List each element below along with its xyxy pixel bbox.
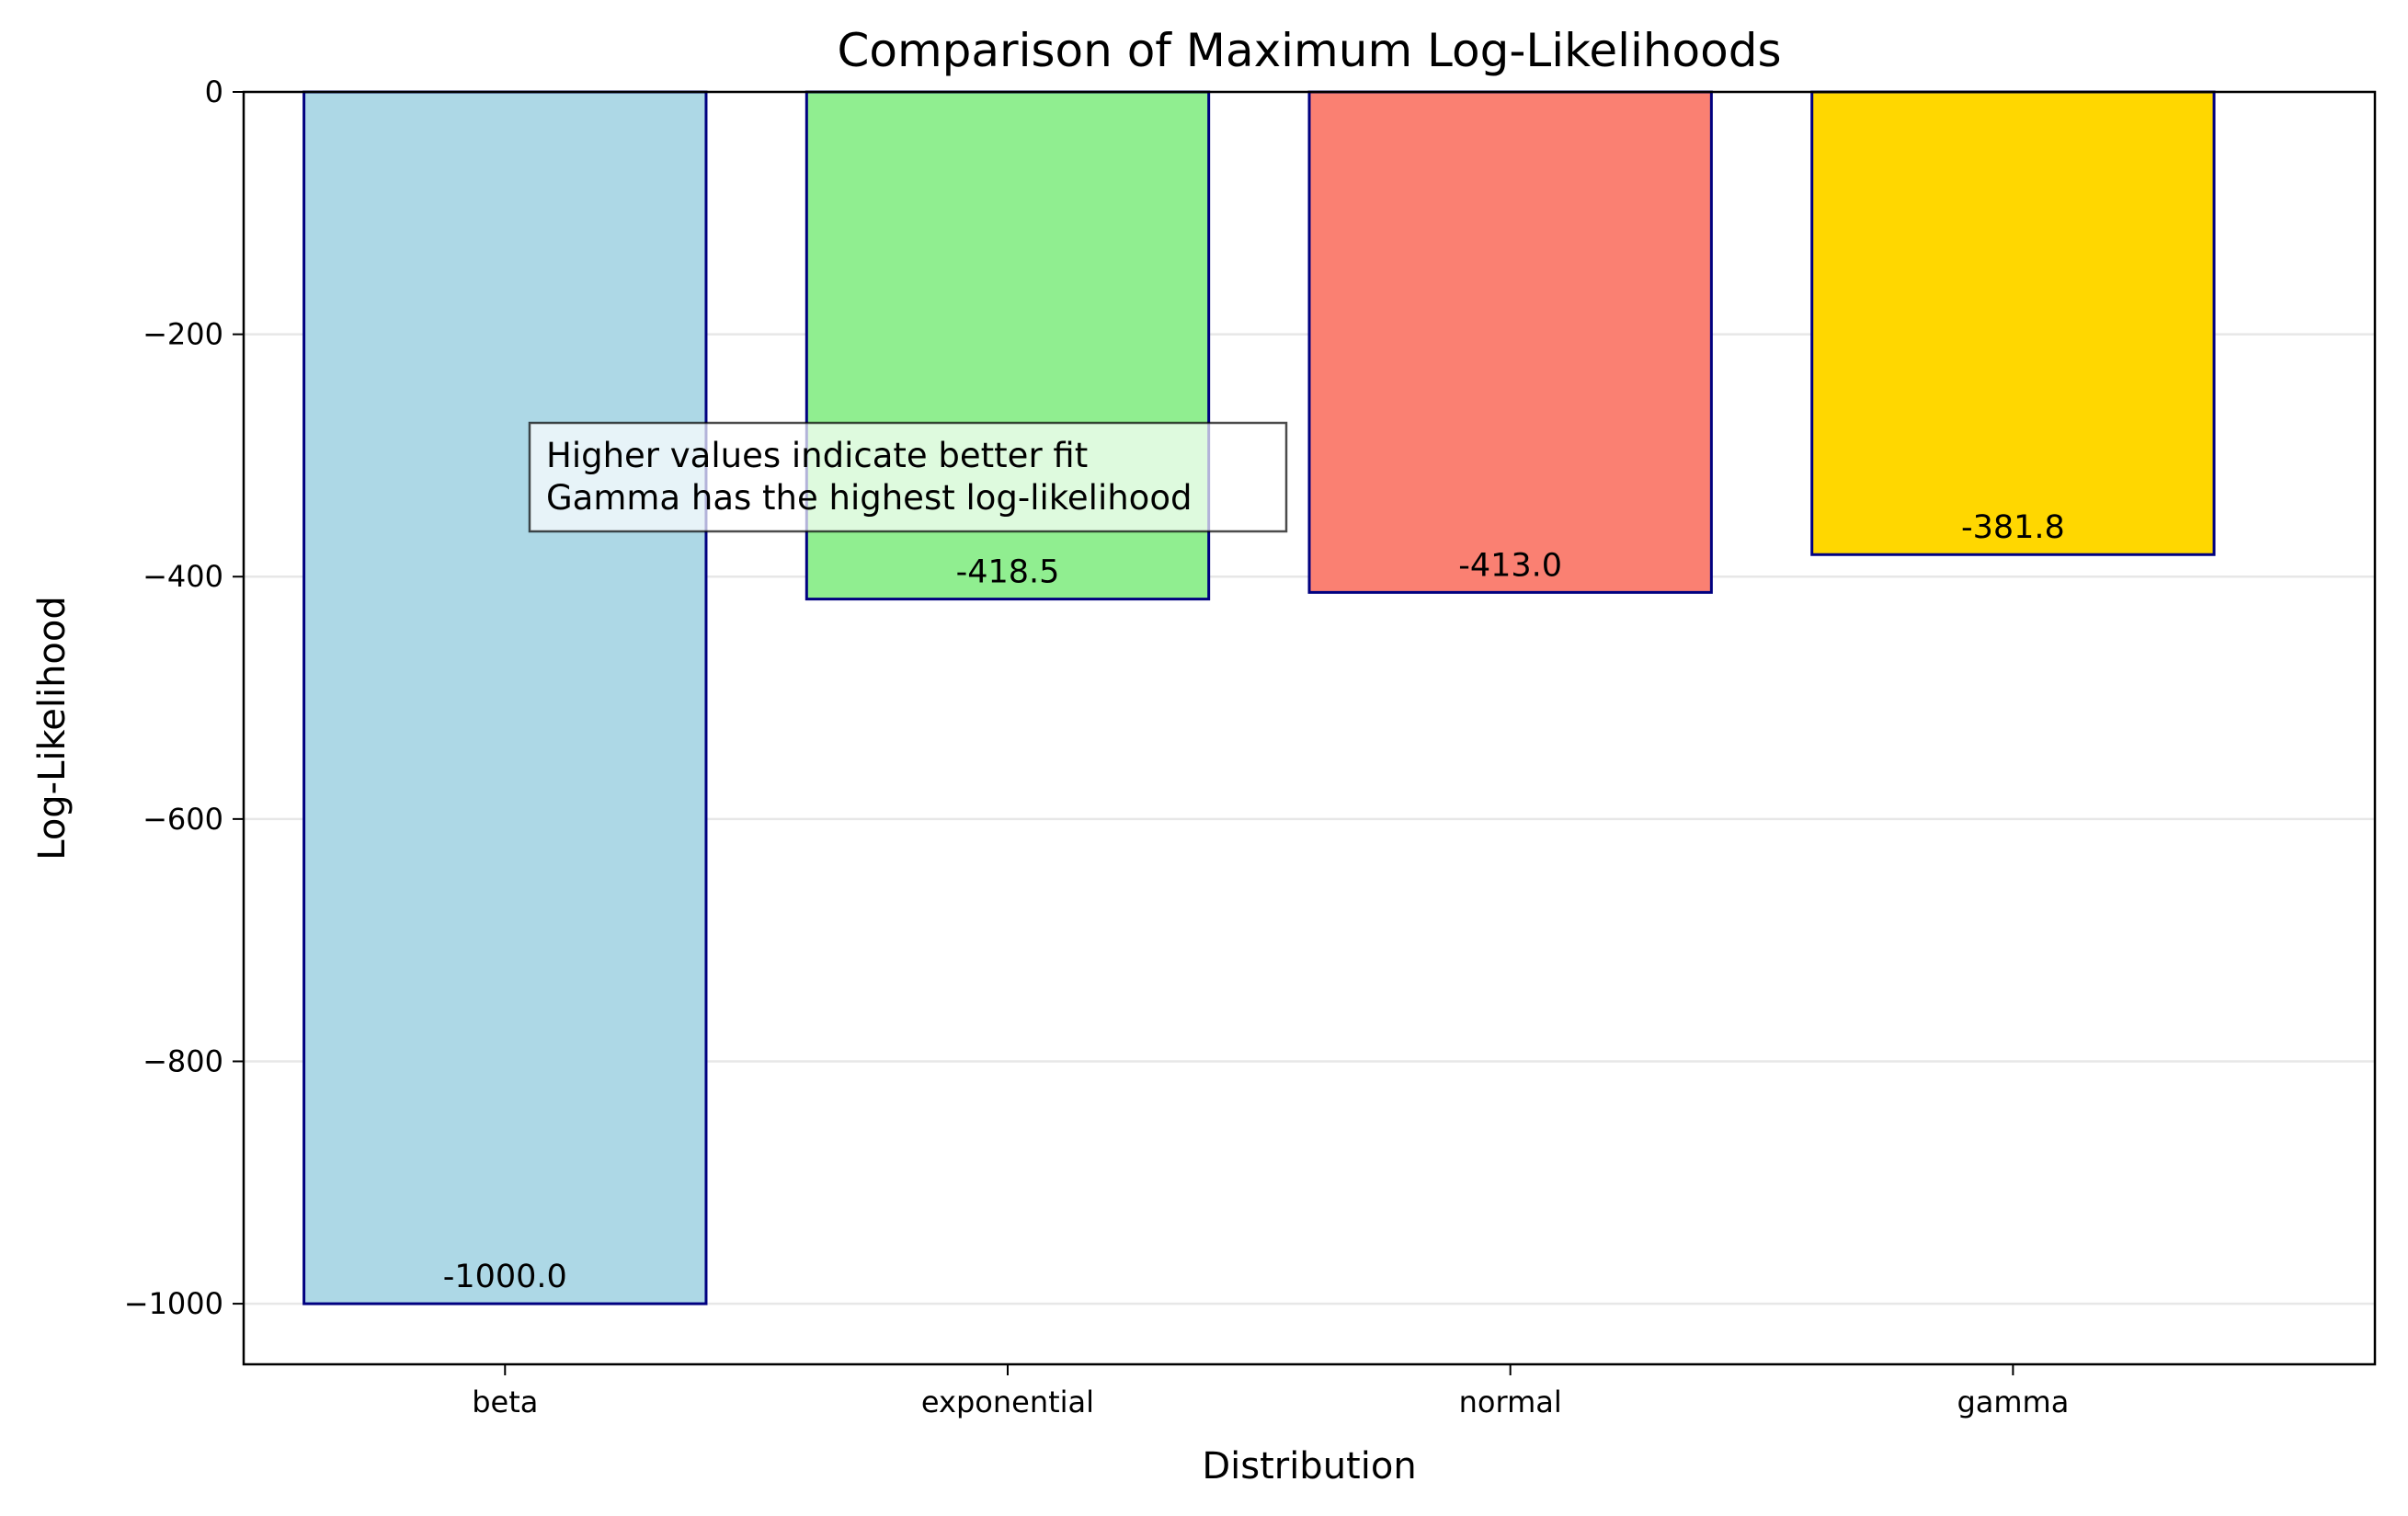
data-label: -1000.0 [443,1259,567,1295]
y-tick-label: 0 [205,74,223,109]
annotation-line-2: Gamma has the highest log-likelihood [546,478,1192,518]
y-tick-label: −200 [143,317,223,352]
bars [302,90,2216,1305]
y-axis: 0 −200 −400 −600 −800 −1000 [124,74,244,1321]
bar-gamma [1810,90,2216,556]
data-labels: -1000.0 -418.5 -413.0 -381.8 [443,509,2065,1295]
x-tick-label: beta [472,1385,538,1419]
data-label: -381.8 [1961,509,2065,546]
bar-beta [302,90,708,1305]
x-tick-label: gamma [1957,1385,2069,1419]
y-tick-label: −600 [143,802,223,837]
y-tick-label: −400 [143,559,223,594]
plot-frame [242,90,2377,1366]
x-axis: beta exponential normal gamma [472,1364,2069,1419]
annotation-line-1: Higher values indicate better fit [546,436,1088,475]
data-label: -413.0 [1458,547,1562,584]
annotation-box: Higher values indicate better fit Gamma … [528,421,1288,533]
y-axis-label: Log-Likelihood [31,596,74,861]
data-label: -418.5 [956,554,1060,591]
bar-normal [1307,90,1713,594]
x-axis-label: Distribution [1202,1445,1416,1488]
x-tick-label: exponential [921,1385,1094,1419]
annotation-background [528,421,1288,533]
y-tick-label: −800 [143,1043,223,1078]
y-tick-label: −1000 [124,1286,223,1321]
x-tick-label: normal [1459,1385,1562,1419]
chart-title: Comparison of Maximum Log-Likelihoods [837,24,1781,77]
